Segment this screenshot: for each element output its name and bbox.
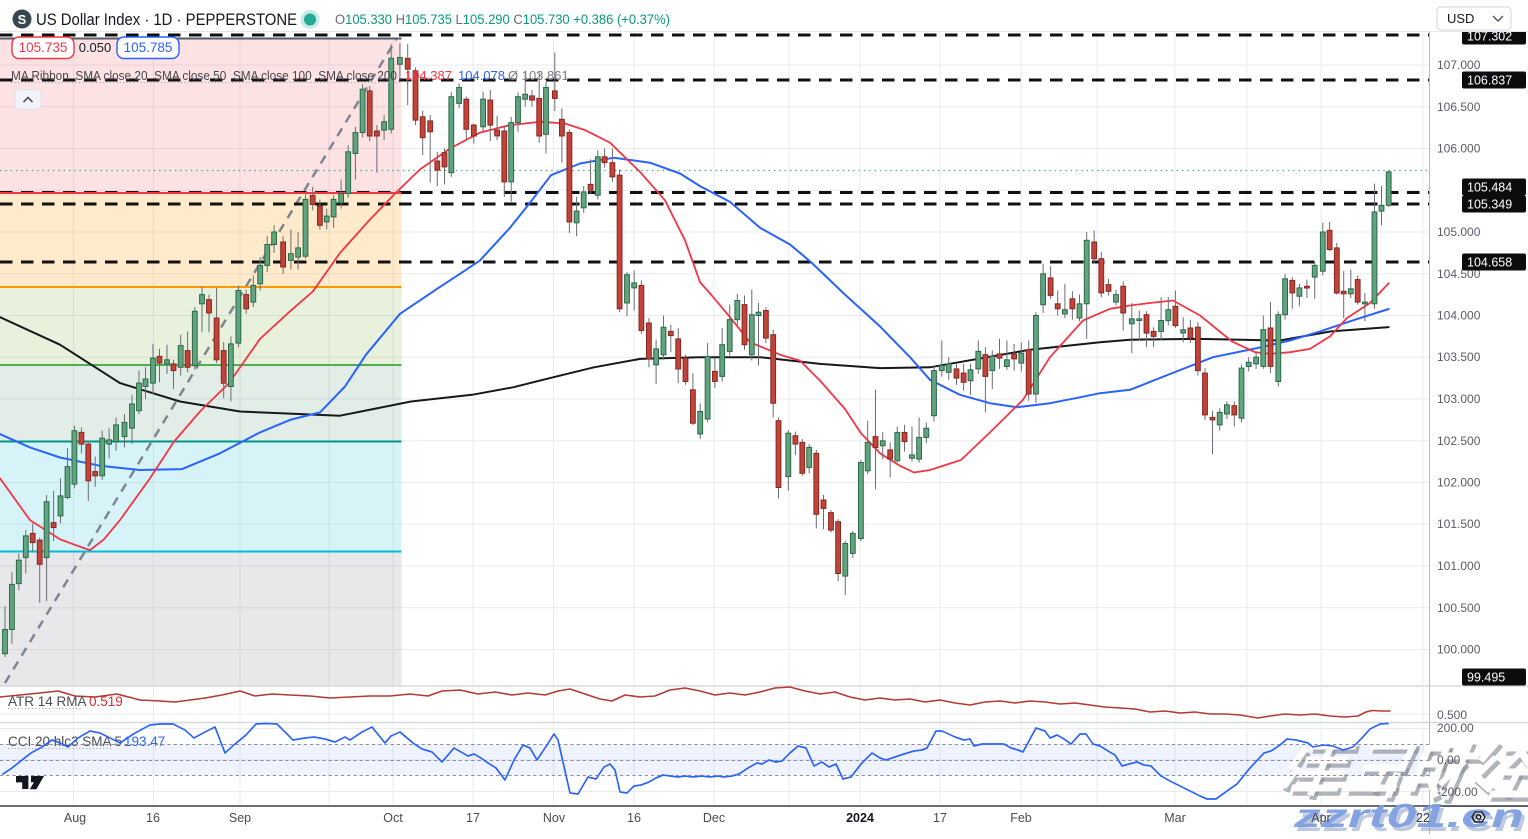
svg-text:102.000: 102.000 bbox=[1437, 476, 1481, 490]
svg-text:Oct: Oct bbox=[383, 811, 403, 825]
svg-text:106.837: 106.837 bbox=[1467, 74, 1512, 88]
svg-text:Apr: Apr bbox=[1311, 811, 1330, 825]
svg-text:100.000: 100.000 bbox=[1437, 643, 1481, 657]
svg-text:103.000: 103.000 bbox=[1437, 392, 1481, 406]
svg-text:Apr: Apr bbox=[1311, 811, 1330, 825]
svg-text:104.000: 104.000 bbox=[1437, 309, 1481, 323]
svg-text:105.484: 105.484 bbox=[1467, 181, 1512, 195]
svg-text:USD: USD bbox=[1447, 11, 1474, 26]
svg-text:101.000: 101.000 bbox=[1437, 559, 1481, 573]
svg-text:Dec: Dec bbox=[703, 811, 725, 825]
svg-text:S: S bbox=[18, 12, 27, 27]
svg-text:Aug: Aug bbox=[64, 811, 86, 825]
svg-text:104.078: 104.078 bbox=[458, 68, 505, 83]
svg-text:107.302: 107.302 bbox=[1467, 30, 1512, 44]
svg-text:ATR 14 RMA: ATR 14 RMA bbox=[8, 694, 87, 709]
svg-text:Sep: Sep bbox=[229, 811, 251, 825]
svg-text:Mar: Mar bbox=[1164, 811, 1186, 825]
svg-text:16: 16 bbox=[627, 811, 641, 825]
svg-text:O105.330 H105.735 L105.290 C10: O105.330 H105.735 L105.290 C105.730 +0.3… bbox=[335, 11, 670, 27]
svg-text:CCI 20 hlc3 SMA 5: CCI 20 hlc3 SMA 5 bbox=[8, 734, 122, 749]
svg-text:zzrt01.cn: zzrt01.cn bbox=[1295, 801, 1527, 834]
svg-text:2024: 2024 bbox=[846, 811, 874, 825]
svg-text:102.500: 102.500 bbox=[1437, 434, 1481, 448]
svg-text:103.500: 103.500 bbox=[1437, 350, 1481, 364]
svg-text:200.00: 200.00 bbox=[1437, 721, 1474, 735]
svg-text:106.500: 106.500 bbox=[1437, 100, 1481, 114]
svg-text:193.47: 193.47 bbox=[124, 734, 165, 749]
svg-text:Feb: Feb bbox=[1010, 811, 1032, 825]
svg-text:Nov: Nov bbox=[543, 811, 566, 825]
svg-text:Ø 103.861: Ø 103.861 bbox=[508, 68, 569, 83]
svg-text:17: 17 bbox=[466, 811, 480, 825]
svg-text:0.00: 0.00 bbox=[1437, 753, 1461, 767]
svg-text:US Dollar Index · 1D · PEPPERS: US Dollar Index · 1D · PEPPERSTONE bbox=[36, 11, 297, 29]
svg-text:MA Ribbon SMA close 20 SMA c: MA Ribbon SMA close 20 SMA close 50 SMA … bbox=[11, 68, 397, 83]
svg-text:100.500: 100.500 bbox=[1437, 601, 1481, 615]
svg-text:104.387: 104.387 bbox=[405, 68, 452, 83]
svg-text:105.735: 105.735 bbox=[19, 40, 68, 55]
svg-text:0.500: 0.500 bbox=[1437, 708, 1467, 722]
svg-text:0.050: 0.050 bbox=[79, 40, 112, 55]
svg-text:zzrt01.cn: zzrt01.cn bbox=[1292, 797, 1524, 834]
svg-text:105.785: 105.785 bbox=[124, 40, 173, 55]
svg-text:17: 17 bbox=[933, 811, 947, 825]
svg-text:105.349: 105.349 bbox=[1467, 198, 1512, 212]
svg-text:-200.00: -200.00 bbox=[1437, 785, 1478, 799]
svg-text:22: 22 bbox=[1416, 811, 1430, 825]
svg-text:99.495: 99.495 bbox=[1467, 671, 1505, 685]
svg-text:101.500: 101.500 bbox=[1437, 517, 1481, 531]
svg-text:104.658: 104.658 bbox=[1467, 256, 1512, 270]
svg-text:107.000: 107.000 bbox=[1437, 58, 1481, 72]
svg-text:105.000: 105.000 bbox=[1437, 225, 1481, 239]
svg-text:16: 16 bbox=[146, 811, 160, 825]
svg-text:0.519: 0.519 bbox=[89, 694, 123, 709]
svg-text:22: 22 bbox=[1416, 811, 1430, 825]
svg-text:106.000: 106.000 bbox=[1437, 142, 1481, 156]
